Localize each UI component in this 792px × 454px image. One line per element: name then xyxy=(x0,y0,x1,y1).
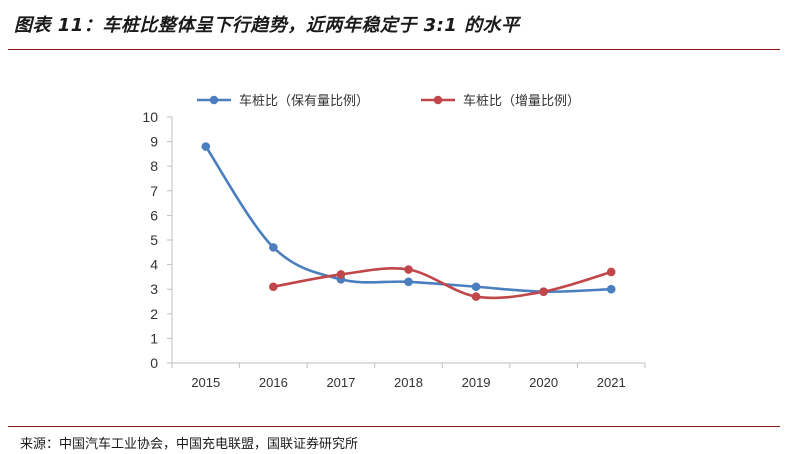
x-tick-label: 2017 xyxy=(326,375,355,390)
series-1-point xyxy=(404,277,413,287)
figure-title: 图表 11：车桩比整体呈下行趋势，近两年稳定于 3:1 的水平 xyxy=(14,15,520,36)
series-1-point xyxy=(201,142,211,151)
y-tick-label: 8 xyxy=(150,158,158,174)
series-line-2 xyxy=(272,267,613,300)
y-tick-label: 7 xyxy=(150,183,158,199)
legend-swatch-marker xyxy=(433,95,443,105)
x-tick-label: 2016 xyxy=(259,375,288,390)
series-2-point xyxy=(336,270,346,279)
legend-label: 车桩比（保有量比例） xyxy=(239,93,369,109)
series-1-point xyxy=(606,284,616,294)
top-rule xyxy=(8,49,780,50)
x-tick-label: 2015 xyxy=(191,375,220,390)
source-note: 来源：中国汽车工业协会，中国充电联盟，国联证券研究所 xyxy=(20,437,359,452)
y-tick-label: 3 xyxy=(150,281,158,297)
legend-swatch-marker xyxy=(209,95,219,105)
y-tick-label: 10 xyxy=(142,109,158,125)
series-1-point xyxy=(471,282,481,292)
x-tick-label: 2019 xyxy=(462,375,491,390)
legend-label: 车桩比（增量比例） xyxy=(463,93,580,109)
y-tick-label: 5 xyxy=(150,232,158,248)
bottom-rule xyxy=(8,426,780,427)
series-2-point xyxy=(539,287,548,296)
y-tick-label: 9 xyxy=(150,134,158,150)
series-2-point xyxy=(404,265,413,274)
x-tick-label: 2020 xyxy=(529,375,558,390)
series-2-point xyxy=(471,292,481,301)
y-tick-label: 1 xyxy=(150,330,158,346)
x-tick-label: 2021 xyxy=(597,375,626,390)
series-2-point xyxy=(606,267,616,277)
y-tick-label: 0 xyxy=(150,355,158,371)
x-tick-label: 2018 xyxy=(394,375,423,390)
y-tick-label: 2 xyxy=(150,306,158,322)
series-1-point xyxy=(269,243,278,252)
series-2-point xyxy=(269,282,278,292)
y-tick-label: 4 xyxy=(150,257,158,273)
y-tick-label: 6 xyxy=(150,207,158,223)
